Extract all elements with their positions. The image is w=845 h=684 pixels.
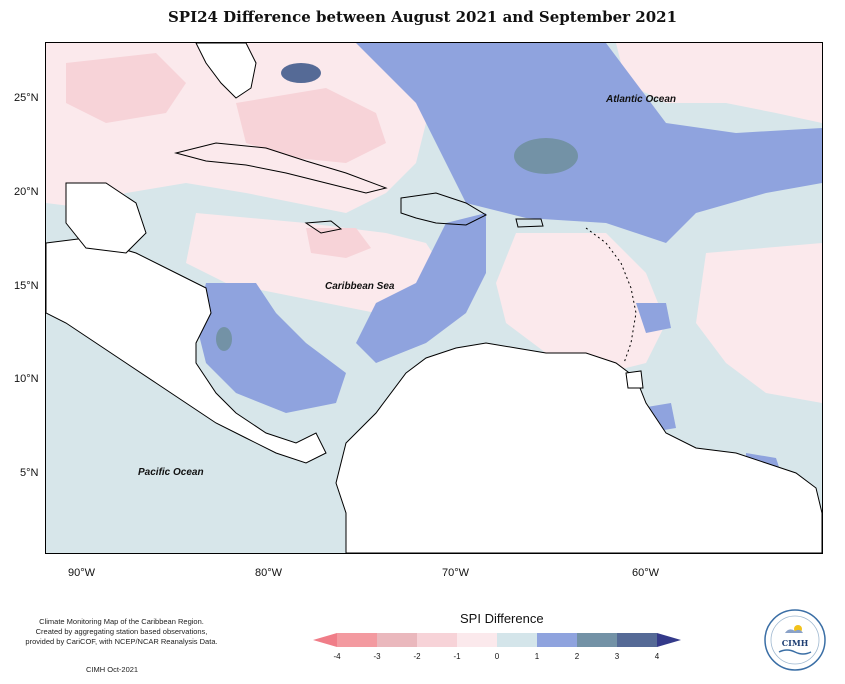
lat-label-20n: 20°N xyxy=(14,186,39,198)
dry-region-north-atlantic xyxy=(616,43,822,123)
legend-bin xyxy=(417,633,457,647)
legend-tick-label: -1 xyxy=(453,652,461,661)
land-south-america xyxy=(335,342,822,553)
lat-label-5n: 5°N xyxy=(20,467,39,479)
lon-label-80w: 80°W xyxy=(255,567,283,579)
legend-bin xyxy=(377,633,417,647)
label-atlantic-ocean: Atlantic Ocean xyxy=(606,94,677,105)
map-panel xyxy=(45,42,823,554)
legend-bin xyxy=(617,633,657,647)
dry-region-atlantic-east xyxy=(696,243,822,403)
legend-tick-label: -3 xyxy=(373,652,381,661)
cimh-logo: CIMH xyxy=(764,609,826,671)
wet-region-central-america xyxy=(196,283,346,413)
legend-bin xyxy=(537,633,577,647)
logo-text: CIMH xyxy=(782,638,809,648)
legend-title: SPI Difference xyxy=(460,611,544,626)
land-jamaica xyxy=(304,220,343,234)
lat-label-15n: 15°N xyxy=(14,280,39,292)
wet-region-antilles-south xyxy=(636,303,671,333)
very-wet-core-honduras xyxy=(216,327,232,351)
wet-region-atlantic xyxy=(356,43,822,243)
legend-tick-label: 4 xyxy=(654,652,660,661)
legend-bin xyxy=(457,633,497,647)
cloud-icon xyxy=(785,629,803,633)
legend-arrow-high xyxy=(657,633,681,647)
legend-arrow-low xyxy=(313,633,337,647)
label-caribbean-sea: Caribbean Sea xyxy=(325,281,395,292)
wave-icon xyxy=(778,649,812,655)
legend-colorbar xyxy=(313,633,681,647)
land-cuba xyxy=(174,142,388,194)
land-hispaniola xyxy=(400,192,488,226)
legend-tick-label: -4 xyxy=(333,652,341,661)
map-title: SPI24 Difference between August 2021 and… xyxy=(167,8,678,26)
dry-core-bahamas xyxy=(236,88,386,163)
legend-bin xyxy=(577,633,617,647)
dry-core-jamaica xyxy=(306,228,371,258)
wet-region-central-caribbean xyxy=(356,213,486,363)
legend-tick-label: -2 xyxy=(413,652,421,661)
credits-block: Climate Monitoring Map of the Caribbean … xyxy=(14,617,229,647)
lon-label-70w: 70°W xyxy=(442,567,470,579)
land-yucatan xyxy=(65,182,147,254)
lat-label-25n: 25°N xyxy=(14,92,39,104)
lat-label-10n: 10°N xyxy=(14,373,39,385)
land-trinidad xyxy=(625,370,644,389)
legend-tick-label: 1 xyxy=(534,652,540,661)
logo-inner-ring xyxy=(770,615,820,665)
credits-date: CIMH Oct-2021 xyxy=(86,665,139,674)
label-pacific-ocean: Pacific Ocean xyxy=(138,467,204,478)
lon-label-60w: 60°W xyxy=(632,567,660,579)
land-florida xyxy=(195,43,257,99)
dry-core-gulf-west xyxy=(66,53,186,123)
credits-line-2: Created by aggregating station based obs… xyxy=(35,627,208,636)
logo-ring xyxy=(764,609,826,671)
land-lesser-antilles xyxy=(585,227,637,364)
legend-tick-label: 3 xyxy=(614,652,620,661)
land-central-america xyxy=(46,237,327,464)
spi-map xyxy=(46,43,822,553)
lon-label-90w: 90°W xyxy=(68,567,96,579)
legend-tick-label: 0 xyxy=(494,652,500,661)
very-wet-core-bahamas xyxy=(281,63,321,83)
credits-line-1: Climate Monitoring Map of the Caribbean … xyxy=(39,617,204,626)
land-puerto-rico xyxy=(515,218,544,228)
legend-tick-label: 2 xyxy=(574,652,580,661)
very-wet-core-atlantic xyxy=(514,138,578,174)
legend-bin xyxy=(337,633,377,647)
credits-line-3: provided by CariCOF, with NCEP/NCAR Rean… xyxy=(25,637,218,646)
legend-bin xyxy=(497,633,537,647)
